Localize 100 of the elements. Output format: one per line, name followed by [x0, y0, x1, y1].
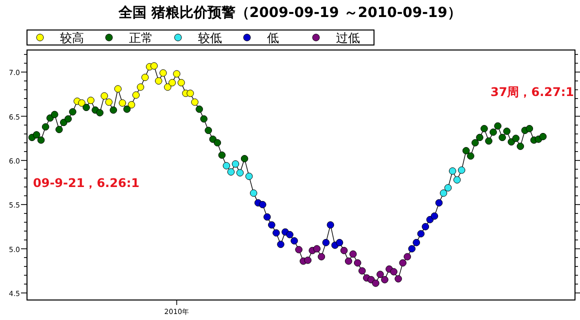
- point: [340, 246, 348, 254]
- point: [304, 256, 312, 264]
- point: [141, 74, 149, 82]
- point: [394, 275, 402, 282]
- point: [96, 109, 104, 116]
- point: [123, 106, 131, 113]
- point: [114, 85, 122, 93]
- point: [178, 79, 185, 86]
- legend-label: 较低: [198, 31, 222, 45]
- point: [512, 134, 520, 142]
- point: [150, 62, 158, 70]
- point: [82, 104, 90, 112]
- point: [154, 77, 162, 85]
- point: [458, 166, 466, 174]
- legend-label: 过低: [336, 31, 360, 45]
- legend-label: 正常: [129, 31, 153, 45]
- point: [472, 139, 479, 146]
- point: [286, 230, 294, 238]
- point: [503, 128, 510, 135]
- point: [191, 98, 198, 106]
- point: [55, 126, 63, 134]
- point: [326, 221, 334, 229]
- point: [186, 90, 194, 97]
- point: [227, 168, 235, 176]
- annotation: 37周，6.27:1: [490, 85, 574, 99]
- point: [435, 199, 443, 206]
- point: [200, 115, 208, 123]
- point: [295, 246, 302, 254]
- point: [196, 106, 203, 113]
- point: [78, 99, 86, 107]
- point: [322, 238, 330, 246]
- point: [236, 169, 244, 176]
- annotation: 09-9-21，6.26:1: [33, 176, 140, 190]
- point: [272, 229, 280, 237]
- point: [376, 270, 384, 278]
- point: [404, 253, 411, 260]
- legend-label: 低: [267, 31, 279, 45]
- point: [250, 189, 258, 197]
- point: [466, 152, 474, 160]
- point: [100, 92, 108, 100]
- point: [218, 151, 226, 159]
- point: [368, 276, 375, 284]
- point: [168, 79, 176, 86]
- point: [476, 134, 484, 142]
- point: [268, 221, 276, 229]
- point: [440, 189, 448, 197]
- point: [349, 250, 357, 258]
- point: [313, 245, 321, 252]
- point: [136, 83, 144, 91]
- point: [490, 128, 497, 136]
- point: [336, 238, 344, 246]
- point: [110, 106, 118, 114]
- point: [60, 118, 68, 126]
- point: [448, 167, 456, 175]
- point: [159, 69, 167, 77]
- point: [64, 115, 72, 123]
- point: [87, 96, 94, 104]
- point: [344, 257, 352, 265]
- point: [453, 176, 461, 184]
- point: [290, 237, 298, 244]
- point: [105, 98, 113, 106]
- point: [214, 139, 222, 146]
- point: [37, 136, 45, 144]
- point: [204, 126, 212, 134]
- point: [494, 122, 502, 130]
- point: [222, 162, 230, 170]
- point: [240, 155, 248, 162]
- point: [408, 245, 416, 252]
- point: [128, 101, 136, 108]
- point: [498, 134, 506, 142]
- point: [422, 223, 430, 230]
- point: [118, 99, 126, 107]
- point: [462, 147, 470, 154]
- point: [358, 267, 366, 274]
- point: [444, 184, 452, 192]
- point: [32, 131, 40, 138]
- point: [209, 136, 217, 143]
- point: [69, 108, 76, 116]
- point: [277, 240, 284, 248]
- point: [539, 132, 547, 140]
- point: [430, 212, 438, 220]
- point: [372, 280, 380, 287]
- point: [258, 200, 266, 208]
- point: [480, 124, 488, 132]
- point: [485, 137, 492, 145]
- chart-title: 全国 猪粮比价预警（2009-09-19 ～2010-09-19）: [118, 4, 462, 21]
- point: [173, 70, 180, 78]
- point: [245, 172, 253, 180]
- point: [132, 91, 140, 99]
- point: [164, 83, 172, 91]
- point: [516, 142, 524, 150]
- point: [318, 253, 326, 260]
- point: [42, 123, 50, 131]
- point: [399, 259, 406, 267]
- point: [526, 124, 534, 132]
- legend-label: 较高: [60, 31, 84, 45]
- point: [232, 160, 240, 168]
- point: [264, 213, 271, 221]
- point: [381, 276, 388, 284]
- point: [354, 259, 362, 267]
